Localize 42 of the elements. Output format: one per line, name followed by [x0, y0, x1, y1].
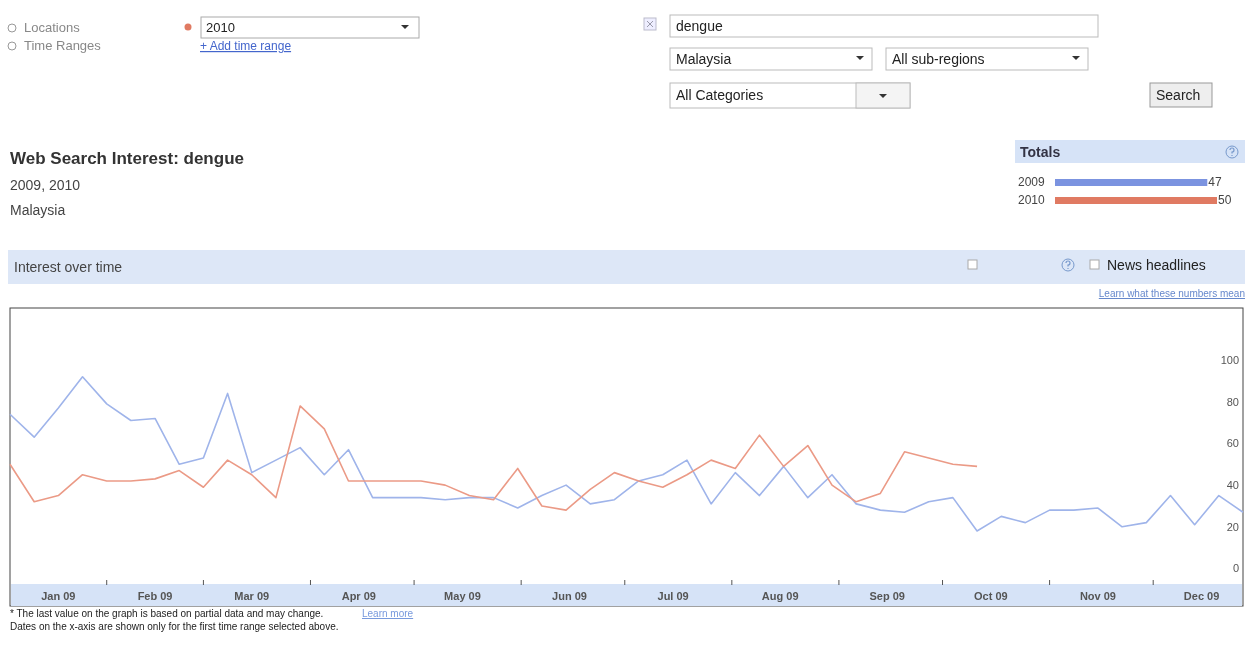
x-tick-label: Jan 09: [41, 590, 76, 602]
x-tick-label: Apr 09: [341, 590, 376, 602]
text: 2009, 2010: [10, 177, 81, 193]
y-tick-label: 2009: [1018, 175, 1046, 189]
text: All Categories: [676, 87, 764, 103]
x-tick-label: Oct 09: [974, 590, 1008, 602]
text: Dates on the x-axis are shown only for the first time range selected above.: [10, 621, 339, 632]
text: + Add time range: [200, 39, 292, 53]
y-tick-label: 80: [1226, 395, 1239, 408]
line-series: [9, 375, 1244, 532]
x-tick-label: Jul 09: [657, 590, 689, 602]
data-label: 50: [1218, 193, 1232, 207]
text: Learn more: [362, 608, 414, 619]
text: Search: [1156, 87, 1201, 103]
x-tick-label: Mar 09: [234, 590, 270, 602]
text: All sub-regions: [892, 51, 985, 67]
x-tick-label: Sep 09: [869, 590, 905, 602]
text: dengue: [676, 18, 723, 34]
y-tick-label: 40: [1226, 479, 1239, 492]
text: Locations: [24, 20, 81, 35]
x-tick-label: Dec 09: [1183, 590, 1220, 602]
text: Malaysia: [676, 51, 732, 67]
data-label: 47: [1208, 175, 1222, 189]
text: 2010: [206, 20, 235, 35]
y-tick-label: 0: [1232, 562, 1239, 575]
text: * The last value on the graph is based on partial data and may change.: [10, 608, 324, 619]
x-tick-label: Aug 09: [761, 590, 799, 602]
y-tick-label: 20: [1226, 520, 1239, 533]
line-series: [9, 405, 978, 511]
text: News headlines: [1107, 257, 1206, 273]
text: Interest over time: [14, 259, 123, 275]
text: Time Ranges: [24, 38, 102, 53]
x-tick-label: Jun 09: [552, 590, 587, 602]
text: Web Search Interest: dengue: [10, 149, 244, 168]
x-tick-label: May 09: [444, 590, 481, 602]
y-tick-label: 100: [1220, 354, 1239, 367]
x-tick-label: Nov 09: [1079, 590, 1116, 602]
text: Malaysia: [10, 202, 66, 218]
chart-title: Totals: [1020, 144, 1061, 160]
y-tick-label: 60: [1226, 437, 1239, 450]
x-tick-label: Feb 09: [137, 590, 173, 602]
text: Learn what these numbers mean: [1098, 288, 1245, 299]
